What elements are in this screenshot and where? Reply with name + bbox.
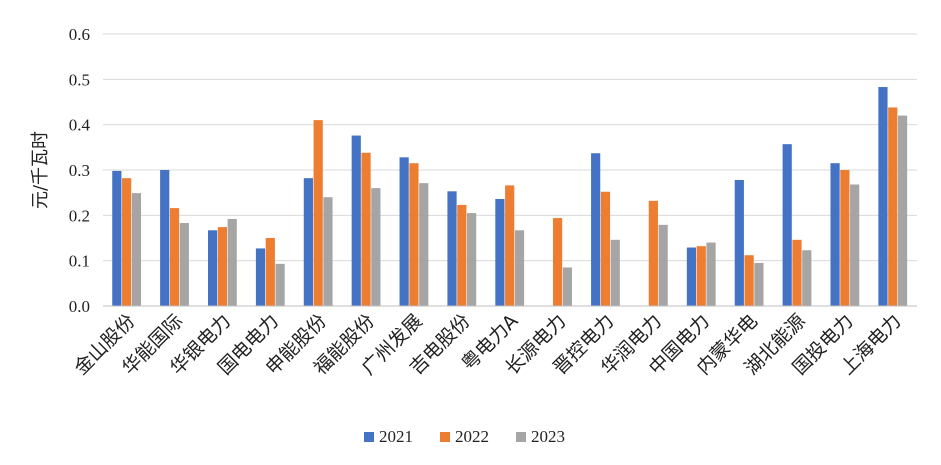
y-tick-label: 0.2 [69,206,90,225]
bar-2023 [850,184,860,306]
y-tick-label: 0.5 [69,70,90,89]
bar-2021 [782,144,792,306]
bar-2023 [323,197,333,306]
legend-label: 2021 [379,427,413,446]
bar-2021 [160,170,170,306]
bar-2022 [313,120,323,306]
bar-2022 [265,238,275,306]
y-tick-label: 0.4 [69,116,91,135]
bar-2022 [169,208,180,306]
bar-2022 [744,255,754,306]
bar-2021 [734,179,744,306]
bar-2023 [467,213,477,306]
bar-2021 [351,135,361,306]
y-tick-label: 0.0 [69,297,90,316]
bar-2021 [208,230,218,306]
bar-2023 [179,223,189,306]
y-axis-tick-labels: 0.0 0.1 0.2 0.3 0.4 0.5 0.6 [69,25,91,316]
bar-2021 [447,191,457,306]
bar-2023 [706,242,716,306]
bar-2023 [419,183,429,306]
bar-2022 [217,227,228,306]
bar-2023 [562,267,572,306]
gridlines [103,33,917,262]
bars [112,87,908,306]
bar-2023 [802,250,812,306]
bar-2022 [600,191,611,306]
legend-swatch [364,432,374,442]
bar-2022 [792,239,802,306]
bar-2022 [552,218,563,306]
y-tick-label: 0.1 [69,252,90,271]
bar-2022 [361,152,371,306]
bar-2022 [648,200,658,306]
bar-2022 [122,178,132,306]
bar-2022 [696,246,706,306]
bar-2023 [371,188,381,306]
bar-2023 [275,263,285,306]
bar-2022 [840,170,850,306]
y-tick-label: 0.6 [69,25,90,44]
legend-label: 2023 [531,427,565,446]
bar-2022 [888,107,898,306]
bar-2023 [131,193,142,306]
legend-swatch [440,432,450,442]
bar-2021 [830,163,840,306]
x-axis-category-labels: 金山股份华能国际华银电力国电电力申能股份福能股份广州发展吉电股份粤电力A长源电力… [70,310,906,379]
bar-2021 [399,157,409,306]
bar-2021 [878,87,888,306]
y-tick-label: 0.3 [69,161,90,180]
legend: 2021 2022 2023 [364,427,565,446]
bar-2023 [754,262,764,306]
bar-2022 [457,204,467,306]
bar-2023 [610,239,620,306]
bar-2021 [495,199,505,306]
bar-2021 [255,248,266,306]
bar-2021 [591,153,601,306]
bar-2021 [686,247,697,306]
bar-2022 [505,185,515,306]
legend-label: 2022 [455,427,489,446]
bar-2023 [227,218,237,306]
bar-2021 [303,178,313,306]
bar-2022 [409,163,419,306]
bar-2023 [514,230,525,306]
bar-2023 [897,115,908,306]
legend-swatch [516,432,526,442]
y-axis-title: 元/千瓦时 [30,131,51,209]
bar-2021 [112,170,122,306]
bar-2023 [658,224,668,306]
